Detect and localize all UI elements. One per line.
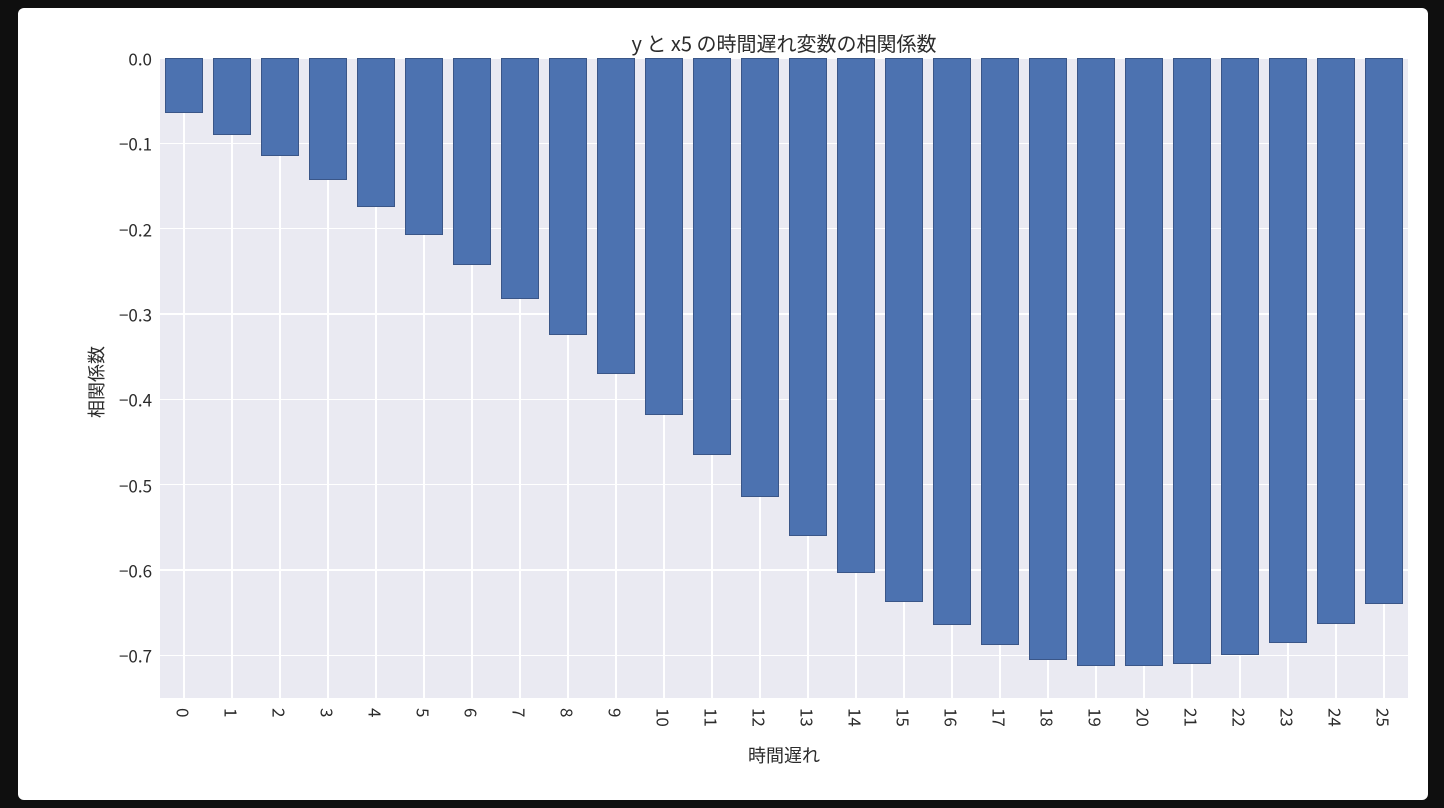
y-axis-label: 相関係数: [83, 346, 109, 418]
bar: [789, 58, 827, 536]
bar: [1365, 58, 1403, 604]
bar: [1125, 58, 1163, 666]
x-tick-label: 8: [556, 708, 581, 717]
x-tick-label: 10: [652, 708, 677, 727]
x-axis-label: 時間遅れ: [160, 742, 1408, 768]
x-tick-label: 6: [460, 708, 485, 717]
bar: [261, 58, 299, 156]
bar: [453, 58, 491, 265]
x-tick-label: 5: [412, 708, 437, 717]
x-tick-label: 9: [604, 708, 629, 717]
x-tick-label: 15: [892, 708, 917, 727]
bar: [1221, 58, 1259, 655]
x-tick-label: 2: [268, 708, 293, 717]
x-tick-label: 12: [748, 708, 773, 727]
bar: [1077, 58, 1115, 666]
x-tick-label: 3: [316, 708, 341, 717]
bar: [1317, 58, 1355, 624]
x-tick-label: 24: [1324, 708, 1349, 727]
bar: [309, 58, 347, 180]
bar: [165, 58, 203, 113]
y-tick-label: −0.4: [119, 387, 152, 412]
x-tick-label: 18: [1036, 708, 1061, 727]
bar: [885, 58, 923, 602]
x-tick-label: 4: [364, 708, 389, 717]
bar: [741, 58, 779, 497]
y-tick-label: −0.1: [119, 131, 152, 156]
page-outer: y と x5 の時間遅れ変数の相関係数 相関係数 時間遅れ 0.0 −0.1 −0.…: [0, 0, 1444, 808]
x-tick-label: 17: [988, 708, 1013, 727]
x-tick-label: 21: [1180, 708, 1205, 727]
bar: [501, 58, 539, 299]
gridline-vertical: [231, 58, 233, 698]
y-tick-label: −0.3: [119, 302, 152, 327]
y-tick-label: −0.7: [119, 643, 152, 668]
bar: [549, 58, 587, 335]
x-tick-label: 22: [1228, 708, 1253, 727]
bar: [405, 58, 443, 235]
x-tick-label: 0: [172, 708, 197, 717]
x-tick-label: 25: [1372, 708, 1397, 727]
bar: [645, 58, 683, 415]
bar: [597, 58, 635, 374]
bar: [357, 58, 395, 207]
plot-area: [160, 58, 1408, 698]
y-tick-label: −0.6: [119, 558, 152, 583]
bar: [1029, 58, 1067, 660]
bar: [981, 58, 1019, 645]
gridline-vertical: [183, 58, 185, 698]
x-tick-label: 14: [844, 708, 869, 727]
x-tick-label: 1: [220, 708, 245, 717]
x-tick-label: 16: [940, 708, 965, 727]
y-tick-label: 0.0: [128, 46, 152, 71]
bar: [933, 58, 971, 625]
bar: [693, 58, 731, 455]
y-tick-label: −0.2: [119, 216, 152, 241]
bar: [837, 58, 875, 573]
chart-title: y と x5 の時間遅れ変数の相関係数: [160, 28, 1408, 57]
x-tick-label: 7: [508, 708, 533, 717]
y-tick-label: −0.5: [119, 472, 152, 497]
bar: [213, 58, 251, 135]
chart-figure: y と x5 の時間遅れ変数の相関係数 相関係数 時間遅れ 0.0 −0.1 −0.…: [18, 8, 1428, 800]
x-tick-label: 11: [700, 708, 725, 727]
x-tick-label: 19: [1084, 708, 1109, 727]
x-tick-label: 23: [1276, 708, 1301, 727]
x-tick-label: 13: [796, 708, 821, 727]
bar: [1173, 58, 1211, 664]
bar: [1269, 58, 1307, 643]
x-tick-label: 20: [1132, 708, 1157, 727]
